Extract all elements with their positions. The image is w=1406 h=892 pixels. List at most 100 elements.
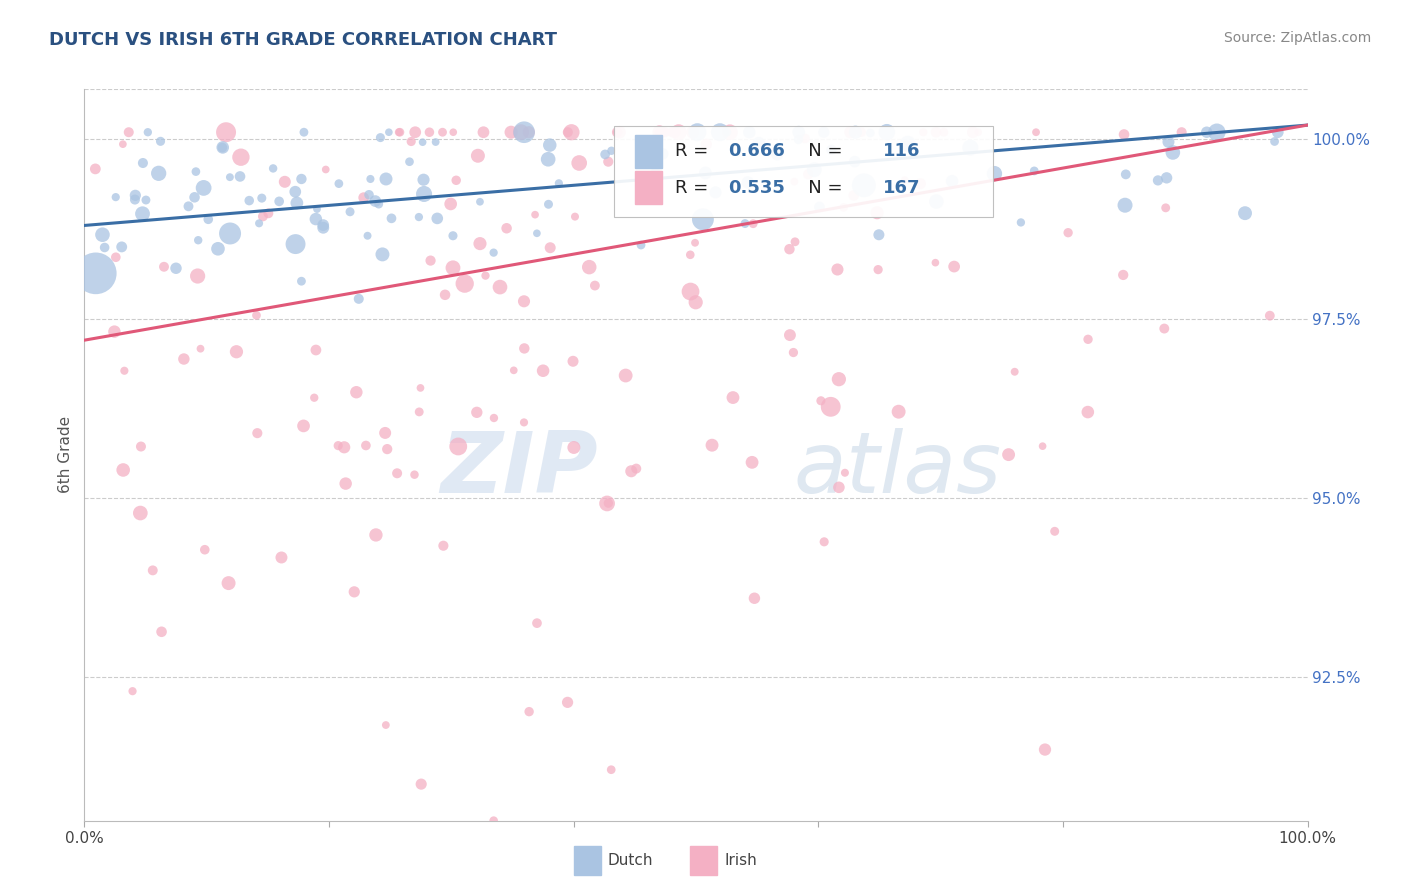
Point (943, 260, 966, 274)
Point (517, 125, 540, 139)
Point (292, 125, 315, 139)
Point (813, 534, 835, 549)
Point (876, 125, 898, 139)
Point (328, 177, 350, 191)
Point (598, 154, 620, 169)
Point (404, 467, 426, 482)
Point (252, 210, 274, 224)
Point (983, 167, 1005, 181)
Point (184, 164, 207, 178)
Point (411, 777, 433, 791)
Point (149, 134, 172, 148)
Point (606, 125, 628, 139)
Point (364, 528, 387, 542)
Point (517, 705, 540, 719)
Point (495, 221, 517, 235)
Point (148, 166, 170, 180)
Point (868, 262, 890, 277)
Point (652, 125, 675, 139)
Point (269, 194, 291, 209)
Point (526, 616, 548, 631)
Point (737, 176, 759, 190)
Point (111, 137, 134, 152)
Point (513, 416, 536, 430)
Point (738, 125, 761, 139)
Point (388, 125, 411, 139)
Point (1264, 135, 1286, 149)
Point (692, 212, 714, 227)
Point (262, 161, 284, 176)
Point (1153, 321, 1175, 335)
Point (412, 135, 434, 149)
Point (513, 342, 536, 356)
Point (630, 238, 652, 252)
Point (347, 292, 370, 306)
Point (482, 411, 505, 425)
Point (225, 344, 247, 359)
Point (526, 227, 548, 241)
Point (1157, 135, 1180, 149)
Point (344, 385, 367, 400)
Point (778, 242, 800, 256)
Text: ZIP: ZIP (440, 428, 598, 511)
Point (925, 125, 948, 139)
Point (844, 125, 866, 139)
Point (716, 125, 738, 139)
Point (654, 125, 676, 139)
Point (925, 194, 948, 209)
Point (183, 190, 205, 204)
Point (1032, 439, 1054, 453)
Point (547, 177, 569, 191)
Point (744, 591, 766, 606)
Text: atlas: atlas (794, 428, 1002, 511)
Point (124, 193, 146, 207)
Point (679, 248, 702, 262)
Point (370, 130, 392, 145)
Point (375, 172, 398, 186)
Point (312, 218, 335, 232)
Text: N =: N = (792, 179, 849, 197)
Point (614, 368, 637, 383)
Point (538, 241, 561, 255)
Point (1043, 524, 1066, 539)
Point (1077, 332, 1099, 346)
Point (524, 208, 547, 222)
Point (682, 125, 704, 139)
Point (412, 172, 434, 186)
Point (378, 125, 401, 139)
Point (593, 147, 616, 161)
Point (808, 200, 831, 214)
Point (783, 235, 806, 249)
Point (832, 201, 855, 215)
Point (211, 140, 233, 154)
Point (190, 342, 212, 356)
Point (868, 227, 890, 242)
Point (668, 125, 690, 139)
Point (1010, 215, 1032, 229)
Point (765, 146, 787, 161)
Point (1115, 167, 1137, 181)
Point (250, 191, 273, 205)
Point (305, 202, 328, 216)
Point (787, 132, 810, 146)
Point (467, 149, 489, 163)
Point (1234, 206, 1257, 220)
Point (359, 172, 381, 186)
Point (111, 240, 134, 254)
Point (132, 156, 155, 170)
Point (312, 220, 335, 235)
Point (257, 206, 280, 220)
Point (187, 268, 209, 283)
Point (103, 325, 125, 339)
Point (887, 405, 910, 419)
Point (704, 186, 727, 200)
Point (1114, 198, 1136, 212)
Point (177, 199, 200, 213)
Point (374, 425, 396, 440)
Point (129, 440, 152, 454)
Point (425, 135, 447, 149)
Point (1170, 125, 1192, 139)
Point (564, 210, 586, 224)
Point (284, 237, 307, 252)
Point (112, 463, 135, 477)
